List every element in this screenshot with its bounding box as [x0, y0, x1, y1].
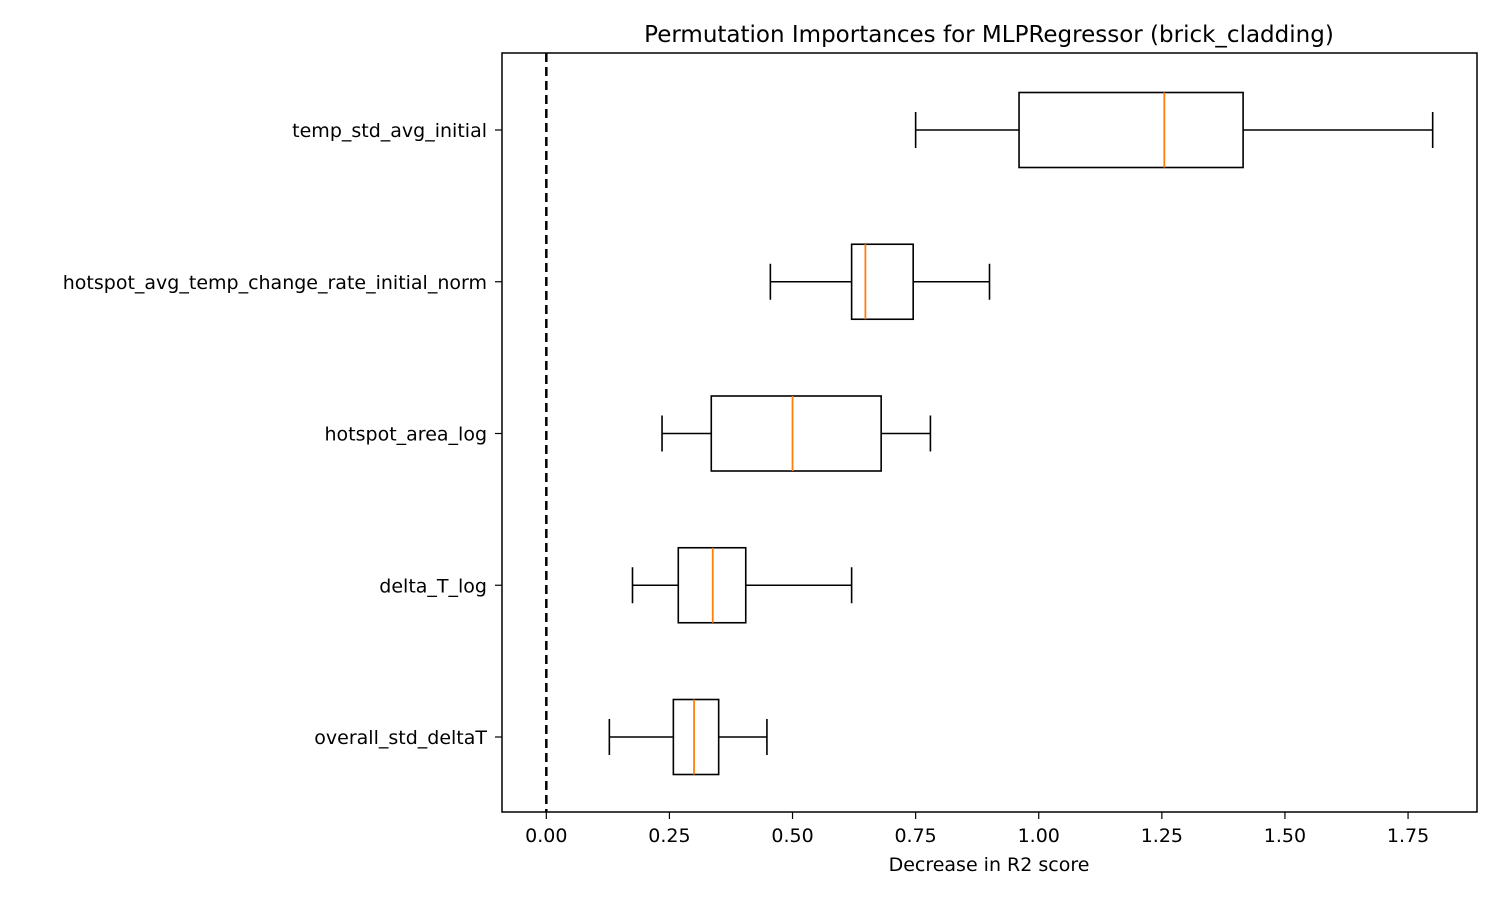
x-tick-label: 1.25 — [1141, 825, 1183, 847]
y-category-label: temp_std_avg_initial — [292, 120, 487, 142]
box-iqr — [850, 243, 914, 321]
y-category-label: hotspot_avg_temp_change_rate_initial_nor… — [63, 272, 487, 294]
x-tick-label: 0.25 — [648, 825, 690, 847]
chart-title: Permutation Importances for MLPRegressor… — [644, 22, 1334, 48]
y-category-label: delta_T_log — [379, 575, 487, 597]
x-axis-label: Decrease in R2 score — [889, 854, 1090, 876]
x-tick-label: 1.50 — [1264, 825, 1306, 847]
x-tick-label: 0.00 — [525, 825, 567, 847]
box-iqr — [672, 698, 720, 776]
x-tick-label: 0.50 — [771, 825, 813, 847]
y-category-label: hotspot_area_log — [325, 424, 487, 446]
x-tick-label: 0.75 — [894, 825, 936, 847]
plot-area: 0.00 0.25 0.50 0.75 1.00 1.25 1.50 1.75 temp_std… — [63, 52, 1478, 847]
y-category-label: overall_std_deltaT — [314, 727, 487, 749]
box-iqr — [710, 395, 882, 472]
x-tick-label: 1.75 — [1387, 825, 1429, 847]
x-tick-label: 1.00 — [1018, 825, 1060, 847]
box-iqr — [1018, 91, 1244, 169]
axes-frame — [501, 52, 1478, 813]
